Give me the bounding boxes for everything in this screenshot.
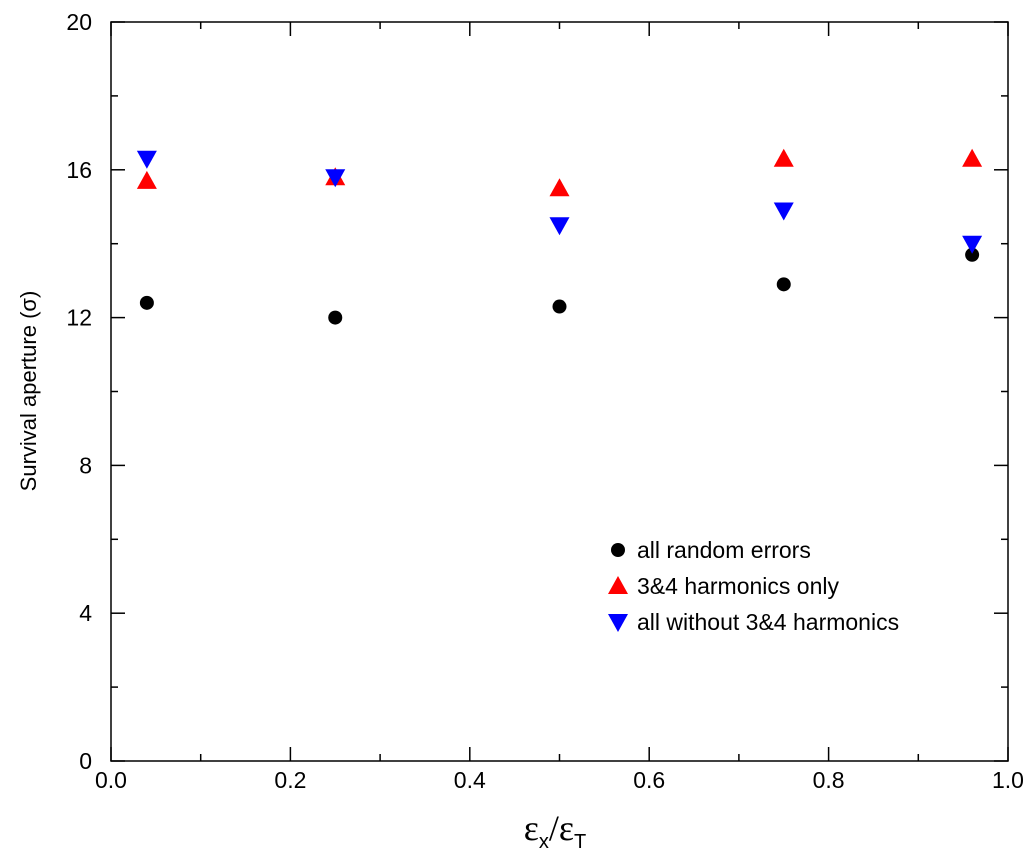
legend-marker-harmonics-only [608, 576, 628, 594]
point-without-harmonics [325, 169, 346, 188]
point-harmonics-only [773, 148, 794, 167]
point-random-errors [139, 295, 154, 310]
point-harmonics-only [962, 148, 983, 167]
point-without-harmonics [962, 235, 983, 254]
point-without-harmonics [773, 202, 794, 221]
x-axis-title: εx/εT [524, 808, 586, 853]
y-axis-title: Survival aperture (σ) [16, 291, 41, 492]
x-tick-label: 0.8 [813, 767, 845, 793]
point-random-errors [328, 310, 343, 325]
x-tick-label: 1.0 [992, 767, 1024, 793]
legend-label-harmonics-only: 3&4 harmonics only [637, 573, 839, 599]
legend-marker-without-harmonics [608, 614, 628, 632]
legend-label-random-errors: all random errors [637, 537, 811, 563]
legend-marker-random-errors [611, 543, 625, 557]
point-random-errors [776, 277, 791, 292]
y-tick-label: 8 [79, 452, 92, 478]
point-harmonics-only [549, 178, 570, 197]
plot-frame [110, 21, 1009, 762]
data-markers [136, 148, 983, 325]
point-without-harmonics [136, 150, 157, 169]
point-harmonics-only [136, 170, 157, 189]
axis-tick-labels: 0.0 0.2 0.4 0.6 0.8 1.0 0 4 8 12 16 20 [66, 9, 1024, 793]
axis-ticks [110, 21, 1009, 762]
y-tick-label: 20 [66, 9, 92, 35]
y-tick-label: 0 [79, 748, 92, 774]
point-random-errors [965, 247, 980, 262]
point-without-harmonics [549, 217, 570, 236]
legend: all random errors 3&4 harmonics only all w… [608, 537, 899, 635]
legend-label-without-harmonics: all without 3&4 harmonics [637, 609, 899, 635]
x-tick-label: 0.2 [274, 767, 306, 793]
y-tick-label: 4 [79, 600, 92, 626]
y-tick-label: 12 [66, 305, 92, 331]
y-tick-label: 16 [66, 157, 92, 183]
point-random-errors [552, 299, 567, 314]
x-tick-label: 0.0 [95, 767, 127, 793]
x-tick-label: 0.6 [633, 767, 665, 793]
x-tick-label: 0.4 [454, 767, 486, 793]
